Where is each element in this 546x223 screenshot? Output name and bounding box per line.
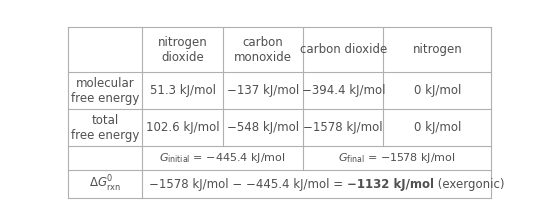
Text: 0 kJ/mol: 0 kJ/mol [414,84,461,97]
Text: molecular
free energy: molecular free energy [71,77,139,105]
Text: −1578 kJ/mol: −1578 kJ/mol [304,121,383,134]
Text: carbon dioxide: carbon dioxide [300,43,387,56]
Text: $\Delta G^0_\mathregular{rxn}$: $\Delta G^0_\mathregular{rxn}$ [90,174,121,194]
Text: $G_\mathregular{initial}$ = −445.4 kJ/mol: $G_\mathregular{initial}$ = −445.4 kJ/mo… [159,151,286,165]
Text: −1132 kJ/mol: −1132 kJ/mol [347,178,434,191]
Text: nitrogen
dioxide: nitrogen dioxide [158,35,207,64]
Text: −394.4 kJ/mol: −394.4 kJ/mol [301,84,385,97]
Text: carbon
monoxide: carbon monoxide [234,35,292,64]
Text: −548 kJ/mol: −548 kJ/mol [227,121,299,134]
Text: 0 kJ/mol: 0 kJ/mol [414,121,461,134]
Text: total
free energy: total free energy [71,114,139,142]
Text: nitrogen: nitrogen [413,43,462,56]
Text: −1578 kJ/mol − −445.4 kJ/mol =: −1578 kJ/mol − −445.4 kJ/mol = [149,178,347,191]
Text: $G_\mathregular{final}$ = −1578 kJ/mol: $G_\mathregular{final}$ = −1578 kJ/mol [339,151,456,165]
Text: (exergonic): (exergonic) [434,178,504,191]
Text: 102.6 kJ/mol: 102.6 kJ/mol [146,121,219,134]
Text: 51.3 kJ/mol: 51.3 kJ/mol [150,84,216,97]
Text: −137 kJ/mol: −137 kJ/mol [227,84,299,97]
